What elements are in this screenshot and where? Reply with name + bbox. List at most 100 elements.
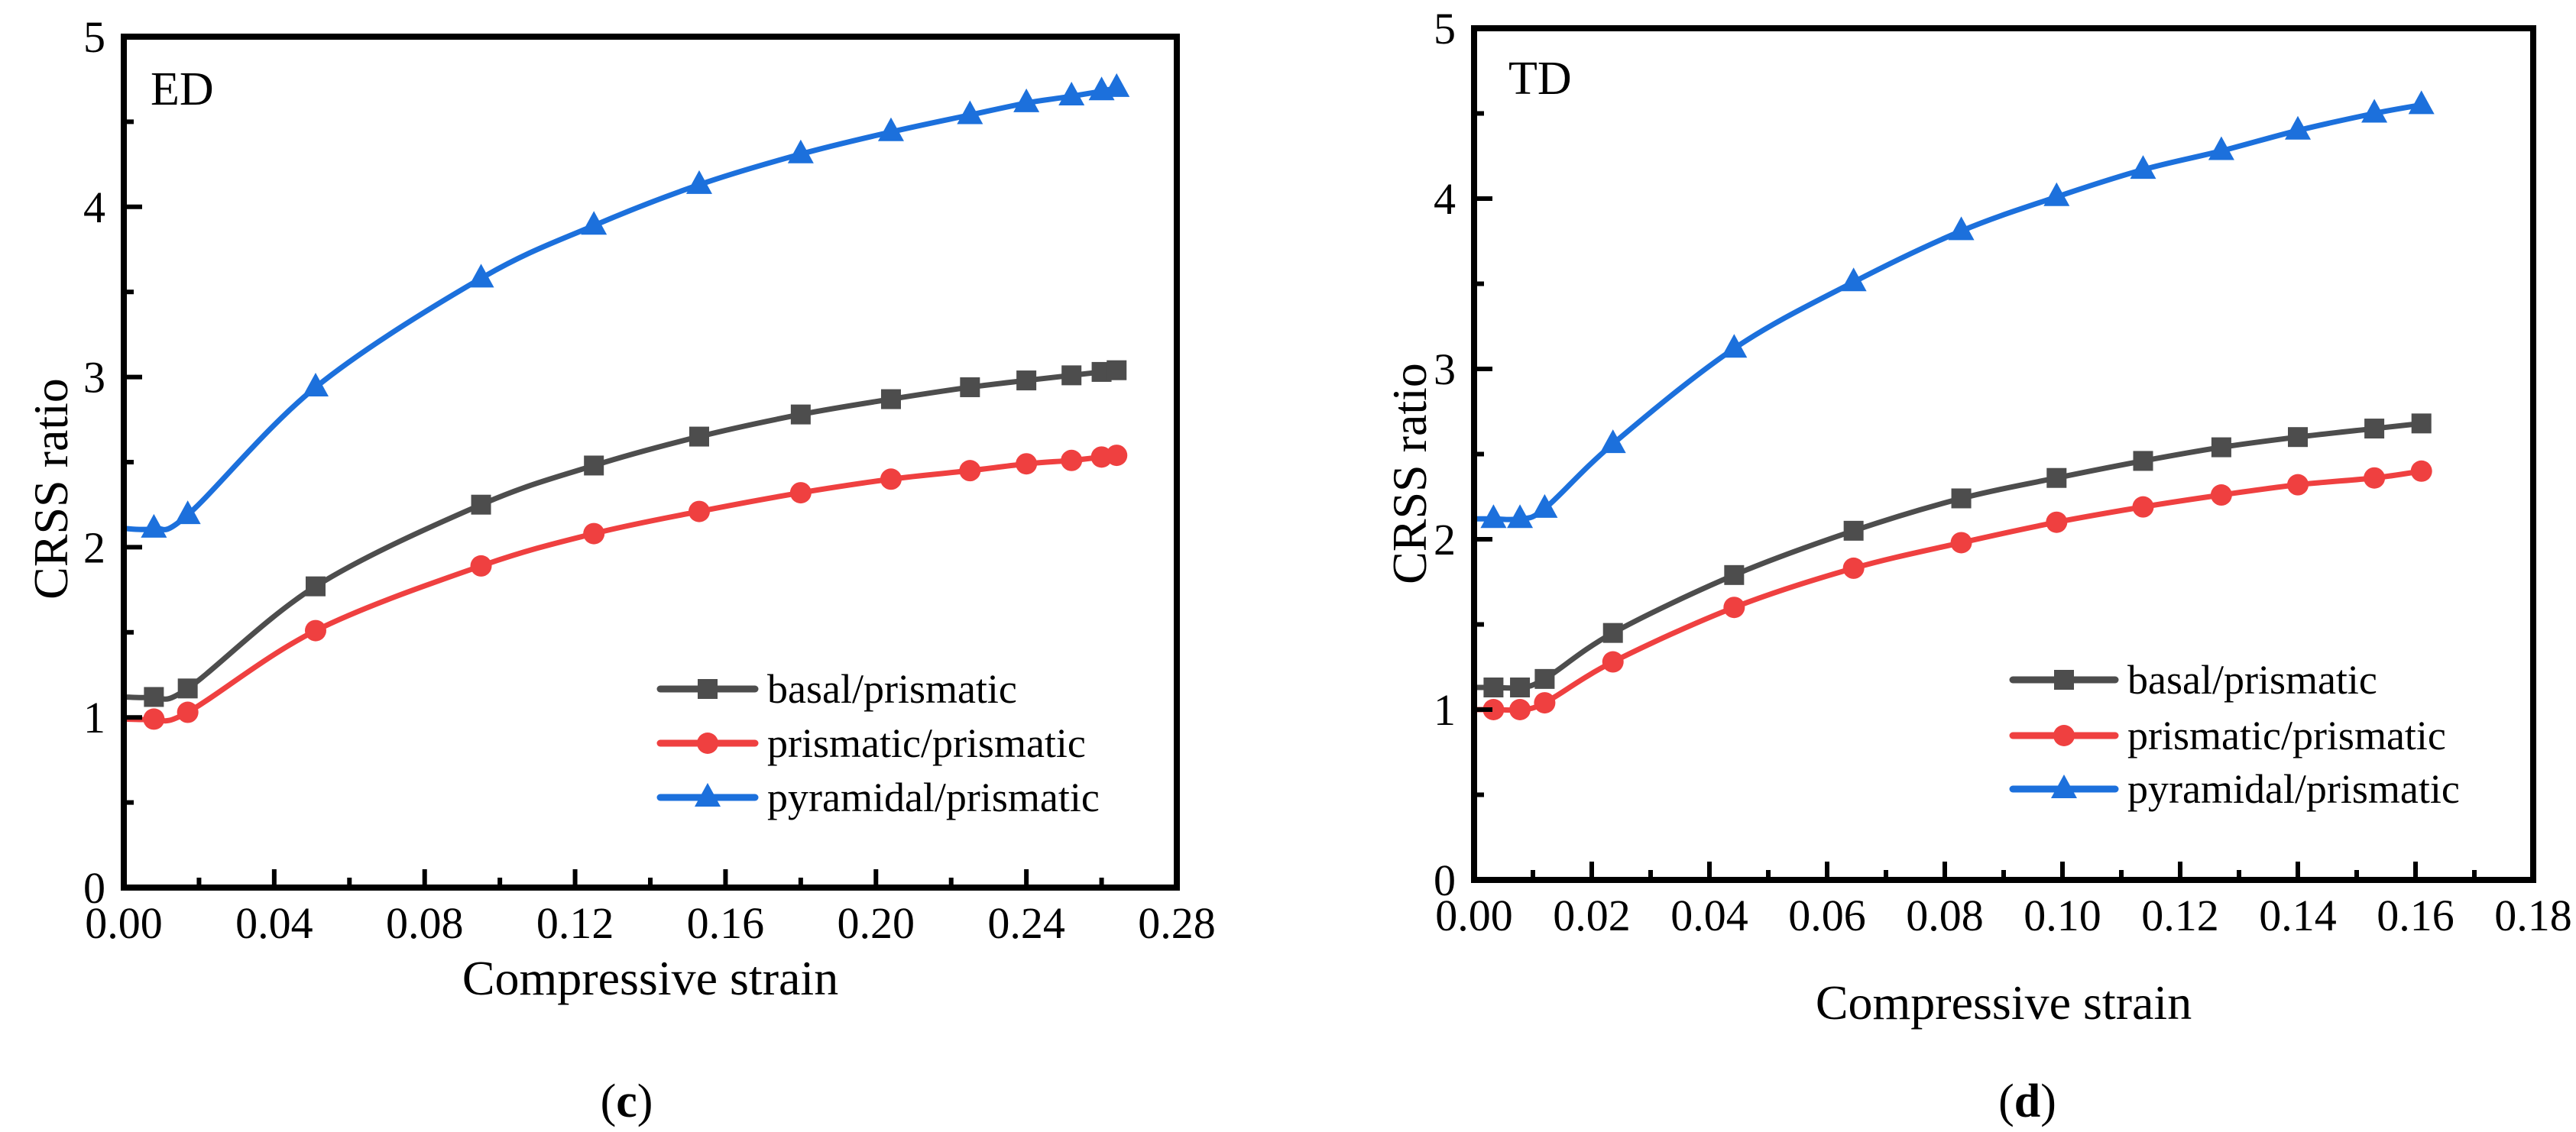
y-axis-title: CRSS ratio [24, 378, 78, 600]
data-point-circle [1016, 453, 1038, 475]
panel-label-paren-open: ( [1998, 1075, 2014, 1127]
series-basal-prismatic [121, 360, 1127, 888]
y-axis-title: CRSS ratio [1382, 363, 1437, 584]
panel-label-letter: d [2014, 1075, 2040, 1127]
x-tick-label: 0.12 [536, 898, 614, 948]
series-line [1474, 102, 2422, 522]
x-tick-label: 0.16 [687, 898, 765, 948]
data-point-circle [2410, 460, 2432, 482]
direction-annotation: TD [1508, 53, 1572, 105]
data-point-triangle [1721, 334, 1748, 358]
legend-item: basal/prismatic [2009, 657, 2377, 703]
x-tick-label: 0.24 [987, 898, 1065, 948]
data-point-triangle [302, 372, 329, 396]
data-point-triangle [2285, 115, 2311, 140]
panel-label-letter: c [616, 1075, 637, 1127]
data-point-square [1843, 520, 1864, 541]
data-point-circle [1509, 699, 1531, 720]
data-point-circle [789, 482, 812, 504]
data-point-square [1602, 623, 1623, 643]
legend-marker-circle [697, 733, 718, 754]
y-tick-label: 0 [83, 863, 105, 913]
data-point-triangle [1058, 81, 1085, 105]
data-point-circle [583, 522, 605, 545]
data-point-triangle [468, 264, 494, 288]
data-point-circle [880, 468, 902, 490]
legend-marker-square [698, 679, 718, 699]
data-point-triangle [2130, 155, 2156, 180]
data-point-circle [1482, 699, 1505, 720]
data-point-circle [688, 500, 710, 522]
data-point-square [2288, 427, 2308, 448]
data-point-square [1534, 668, 1555, 689]
data-point-triangle [685, 170, 712, 194]
x-tick-label: 0.14 [2259, 891, 2337, 940]
y-tick-label: 1 [83, 693, 105, 742]
legend-marker-triangle [695, 783, 721, 807]
data-point-circle [177, 701, 199, 723]
x-tick-label: 0.02 [1553, 891, 1631, 940]
x-tick-label: 0.00 [1435, 891, 1513, 940]
data-point-circle [470, 555, 492, 577]
data-point-triangle [2043, 182, 2070, 206]
data-point-circle [1106, 445, 1128, 467]
panel-label-paren-open: ( [601, 1075, 617, 1127]
data-point-triangle [957, 100, 983, 125]
data-point-square [2133, 451, 2153, 471]
data-point-square [1951, 488, 1972, 509]
x-tick-label: 0.08 [386, 898, 464, 948]
data-point-square [144, 687, 164, 707]
data-point-square [2411, 413, 2432, 434]
data-point-triangle [1013, 88, 1040, 112]
data-point-triangle [1599, 429, 1626, 454]
data-point-triangle [141, 513, 167, 538]
legend-label: basal/prismatic [767, 666, 1017, 712]
chart-panel-d: 0.00 0.02 0.04 0.06 0.08 0.10 0.12 0.14 0.16 0.18… [1382, 4, 2572, 1127]
data-point-triangle [174, 500, 201, 525]
x-axis-title: Compressive strain [1816, 975, 2192, 1030]
legend-marker-circle [2053, 725, 2075, 746]
data-point-triangle [1507, 504, 1534, 529]
y-tick-label: 1 [1434, 685, 1456, 735]
x-tick-label: 0.16 [2377, 891, 2454, 940]
data-point-triangle [2408, 90, 2435, 115]
legend-item: prismatic/prismatic [2009, 713, 2446, 758]
y-tick-label: 4 [83, 183, 105, 232]
data-point-triangle [581, 211, 608, 235]
data-point-circle [1061, 449, 1083, 471]
x-axis-title: Compressive strain [462, 951, 838, 1005]
data-point-circle [2210, 484, 2232, 506]
legend-label: basal/prismatic [2127, 657, 2377, 703]
data-point-square [1107, 360, 1127, 380]
data-point-circle [143, 708, 165, 730]
data-point-circle [959, 460, 981, 482]
series-line [1473, 420, 2422, 691]
y-tick-label: 5 [1434, 4, 1456, 53]
data-point-triangle [787, 139, 814, 163]
data-point-square [1483, 678, 1504, 698]
y-tick-label: 5 [83, 12, 105, 62]
y-tick-label: 2 [83, 522, 105, 572]
x-tick-label: 0.00 [85, 898, 163, 948]
legend: basal/prismatic prismatic/prismatic pyrami… [656, 666, 1100, 820]
x-tick-label: 0.08 [1906, 891, 1984, 940]
panel-label: (c) [601, 1075, 653, 1127]
data-point-triangle [1103, 73, 1130, 97]
panel-label: (d) [1998, 1075, 2056, 1127]
data-point-circle [1842, 557, 1865, 579]
data-point-square [960, 377, 980, 397]
x-tick-label: 0.04 [1670, 891, 1748, 940]
data-point-circle [2132, 496, 2154, 518]
data-point-triangle [1531, 493, 1558, 518]
y-tick-label: 3 [83, 353, 105, 403]
data-point-circle [1950, 532, 1972, 554]
data-point-triangle [1840, 267, 1867, 292]
data-point-square [1016, 370, 1037, 391]
data-point-circle [2287, 474, 2309, 496]
x-tick-label: 0.04 [235, 898, 313, 948]
x-tick-label: 0.12 [2141, 891, 2219, 940]
data-point-square [1061, 365, 1082, 386]
legend-label: pyramidal/prismatic [767, 775, 1100, 820]
data-point-square [305, 576, 326, 597]
